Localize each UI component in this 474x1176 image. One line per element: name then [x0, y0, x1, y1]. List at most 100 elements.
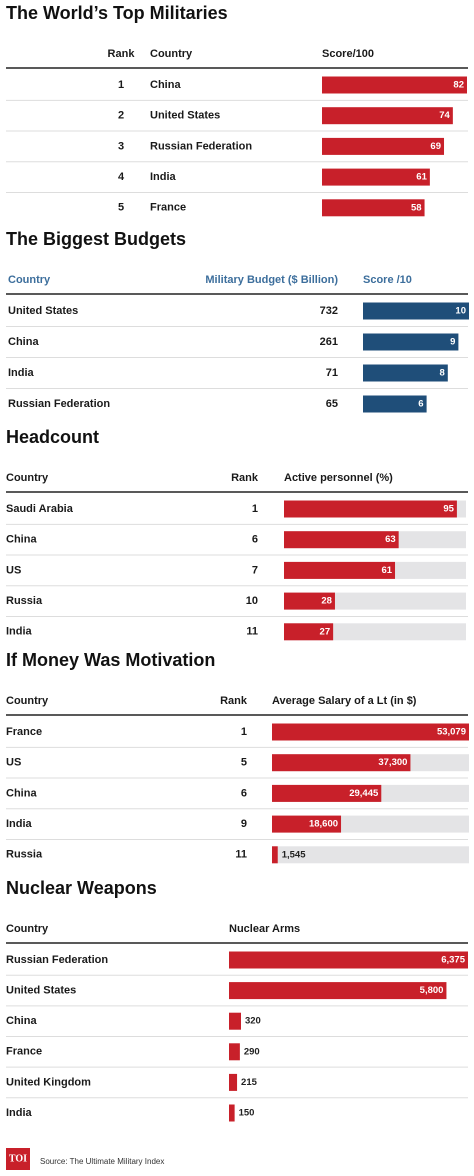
value-label: 28	[321, 596, 332, 607]
country: US	[6, 757, 21, 769]
column-header: Average Salary of a Lt (in $)	[272, 695, 417, 707]
country: India	[150, 171, 177, 183]
bar	[322, 137, 445, 155]
country: India	[8, 367, 35, 379]
column-header: Country	[6, 472, 49, 484]
bar	[284, 592, 335, 610]
country: China	[6, 534, 37, 546]
rank: 5	[241, 757, 247, 769]
bar	[363, 395, 427, 413]
chart-title: Nuclear Weapons	[6, 878, 157, 898]
column-header: Country	[150, 48, 193, 60]
value-label: 215	[241, 1077, 258, 1088]
value-label: 95	[443, 504, 454, 515]
bar	[272, 754, 411, 772]
country: China	[6, 787, 37, 799]
column-header: Country	[8, 274, 51, 286]
value-label: 5,800	[420, 985, 444, 996]
rank: 4	[118, 171, 125, 183]
value-label: 18,600	[309, 819, 338, 830]
chart-title: If Money Was Motivation	[6, 650, 215, 670]
rank: 11	[246, 626, 258, 638]
bar	[363, 364, 448, 382]
bar	[272, 784, 382, 802]
value-label: 63	[385, 534, 396, 545]
bar	[284, 561, 396, 579]
bar	[363, 333, 459, 351]
country: United Kingdom	[6, 1076, 91, 1088]
bar-track	[272, 846, 469, 864]
value-label: 290	[244, 1046, 260, 1057]
bar	[229, 1104, 235, 1122]
column-header: Nuclear Arms	[229, 923, 300, 935]
bar	[272, 815, 342, 833]
budget: 71	[326, 367, 338, 379]
logo: TOI	[9, 1153, 27, 1164]
bar	[272, 723, 469, 741]
value-label: 1,545	[282, 849, 306, 860]
bar	[322, 168, 430, 186]
value-label: 150	[239, 1108, 255, 1119]
budget: 732	[320, 305, 338, 317]
country: United States	[6, 985, 76, 997]
value-label: 61	[381, 565, 392, 576]
value-label: 6,375	[441, 955, 465, 966]
value-label: 27	[320, 626, 331, 637]
chart-title: The Biggest Budgets	[6, 229, 186, 249]
rank: 7	[252, 564, 258, 576]
source: Source: The Ultimate Military Index	[40, 1157, 164, 1166]
rank: 1	[118, 79, 124, 91]
chart-title: The World’s Top Militaries	[6, 3, 228, 23]
budget: 261	[320, 336, 338, 348]
value-label: 37,300	[378, 757, 407, 768]
value-label: 82	[453, 80, 464, 91]
value-label: 320	[245, 1016, 261, 1027]
bar	[284, 623, 334, 641]
country: China	[6, 1015, 37, 1027]
country: India	[6, 1107, 33, 1119]
rank: 6	[241, 787, 247, 799]
column-header: Rank	[108, 48, 136, 60]
bar	[322, 199, 425, 217]
value-label: 8	[440, 368, 445, 379]
value-label: 10	[455, 306, 466, 317]
country: Russia	[6, 595, 43, 607]
country: France	[6, 1046, 42, 1058]
rank: 11	[235, 849, 247, 861]
bar	[229, 1012, 241, 1030]
country: India	[6, 626, 33, 638]
country: Saudi Arabia	[6, 503, 74, 515]
column-header: Score/100	[322, 48, 374, 60]
bar	[284, 531, 399, 549]
bar	[229, 951, 468, 969]
value-label: 58	[411, 202, 422, 213]
rank: 3	[118, 140, 124, 152]
rank: 9	[241, 818, 247, 830]
column-header: Score /10	[363, 274, 412, 286]
value-label: 6	[418, 399, 423, 410]
country: India	[6, 818, 33, 830]
bar	[272, 846, 278, 864]
value-label: 9	[450, 337, 455, 348]
chart-title: Headcount	[6, 427, 99, 447]
country: Russian Federation	[150, 140, 252, 152]
value-label: 29,445	[349, 788, 379, 799]
country: Russian Federation	[8, 398, 110, 410]
country: United States	[8, 305, 78, 317]
country: Russia	[6, 849, 43, 861]
country: China	[8, 336, 39, 348]
rank: 5	[118, 202, 124, 214]
column-header: Active personnel (%)	[284, 472, 393, 484]
country: US	[6, 564, 21, 576]
country: Russian Federation	[6, 954, 108, 966]
rank: 2	[118, 110, 124, 122]
country: France	[6, 726, 42, 738]
column-header: Military Budget ($ Billion)	[205, 274, 338, 286]
column-header: Country	[6, 695, 49, 707]
bar	[284, 500, 457, 518]
bar	[322, 107, 453, 125]
bar	[363, 302, 469, 320]
bar	[229, 1073, 238, 1091]
column-header: Rank	[231, 472, 259, 484]
bar	[322, 76, 467, 94]
